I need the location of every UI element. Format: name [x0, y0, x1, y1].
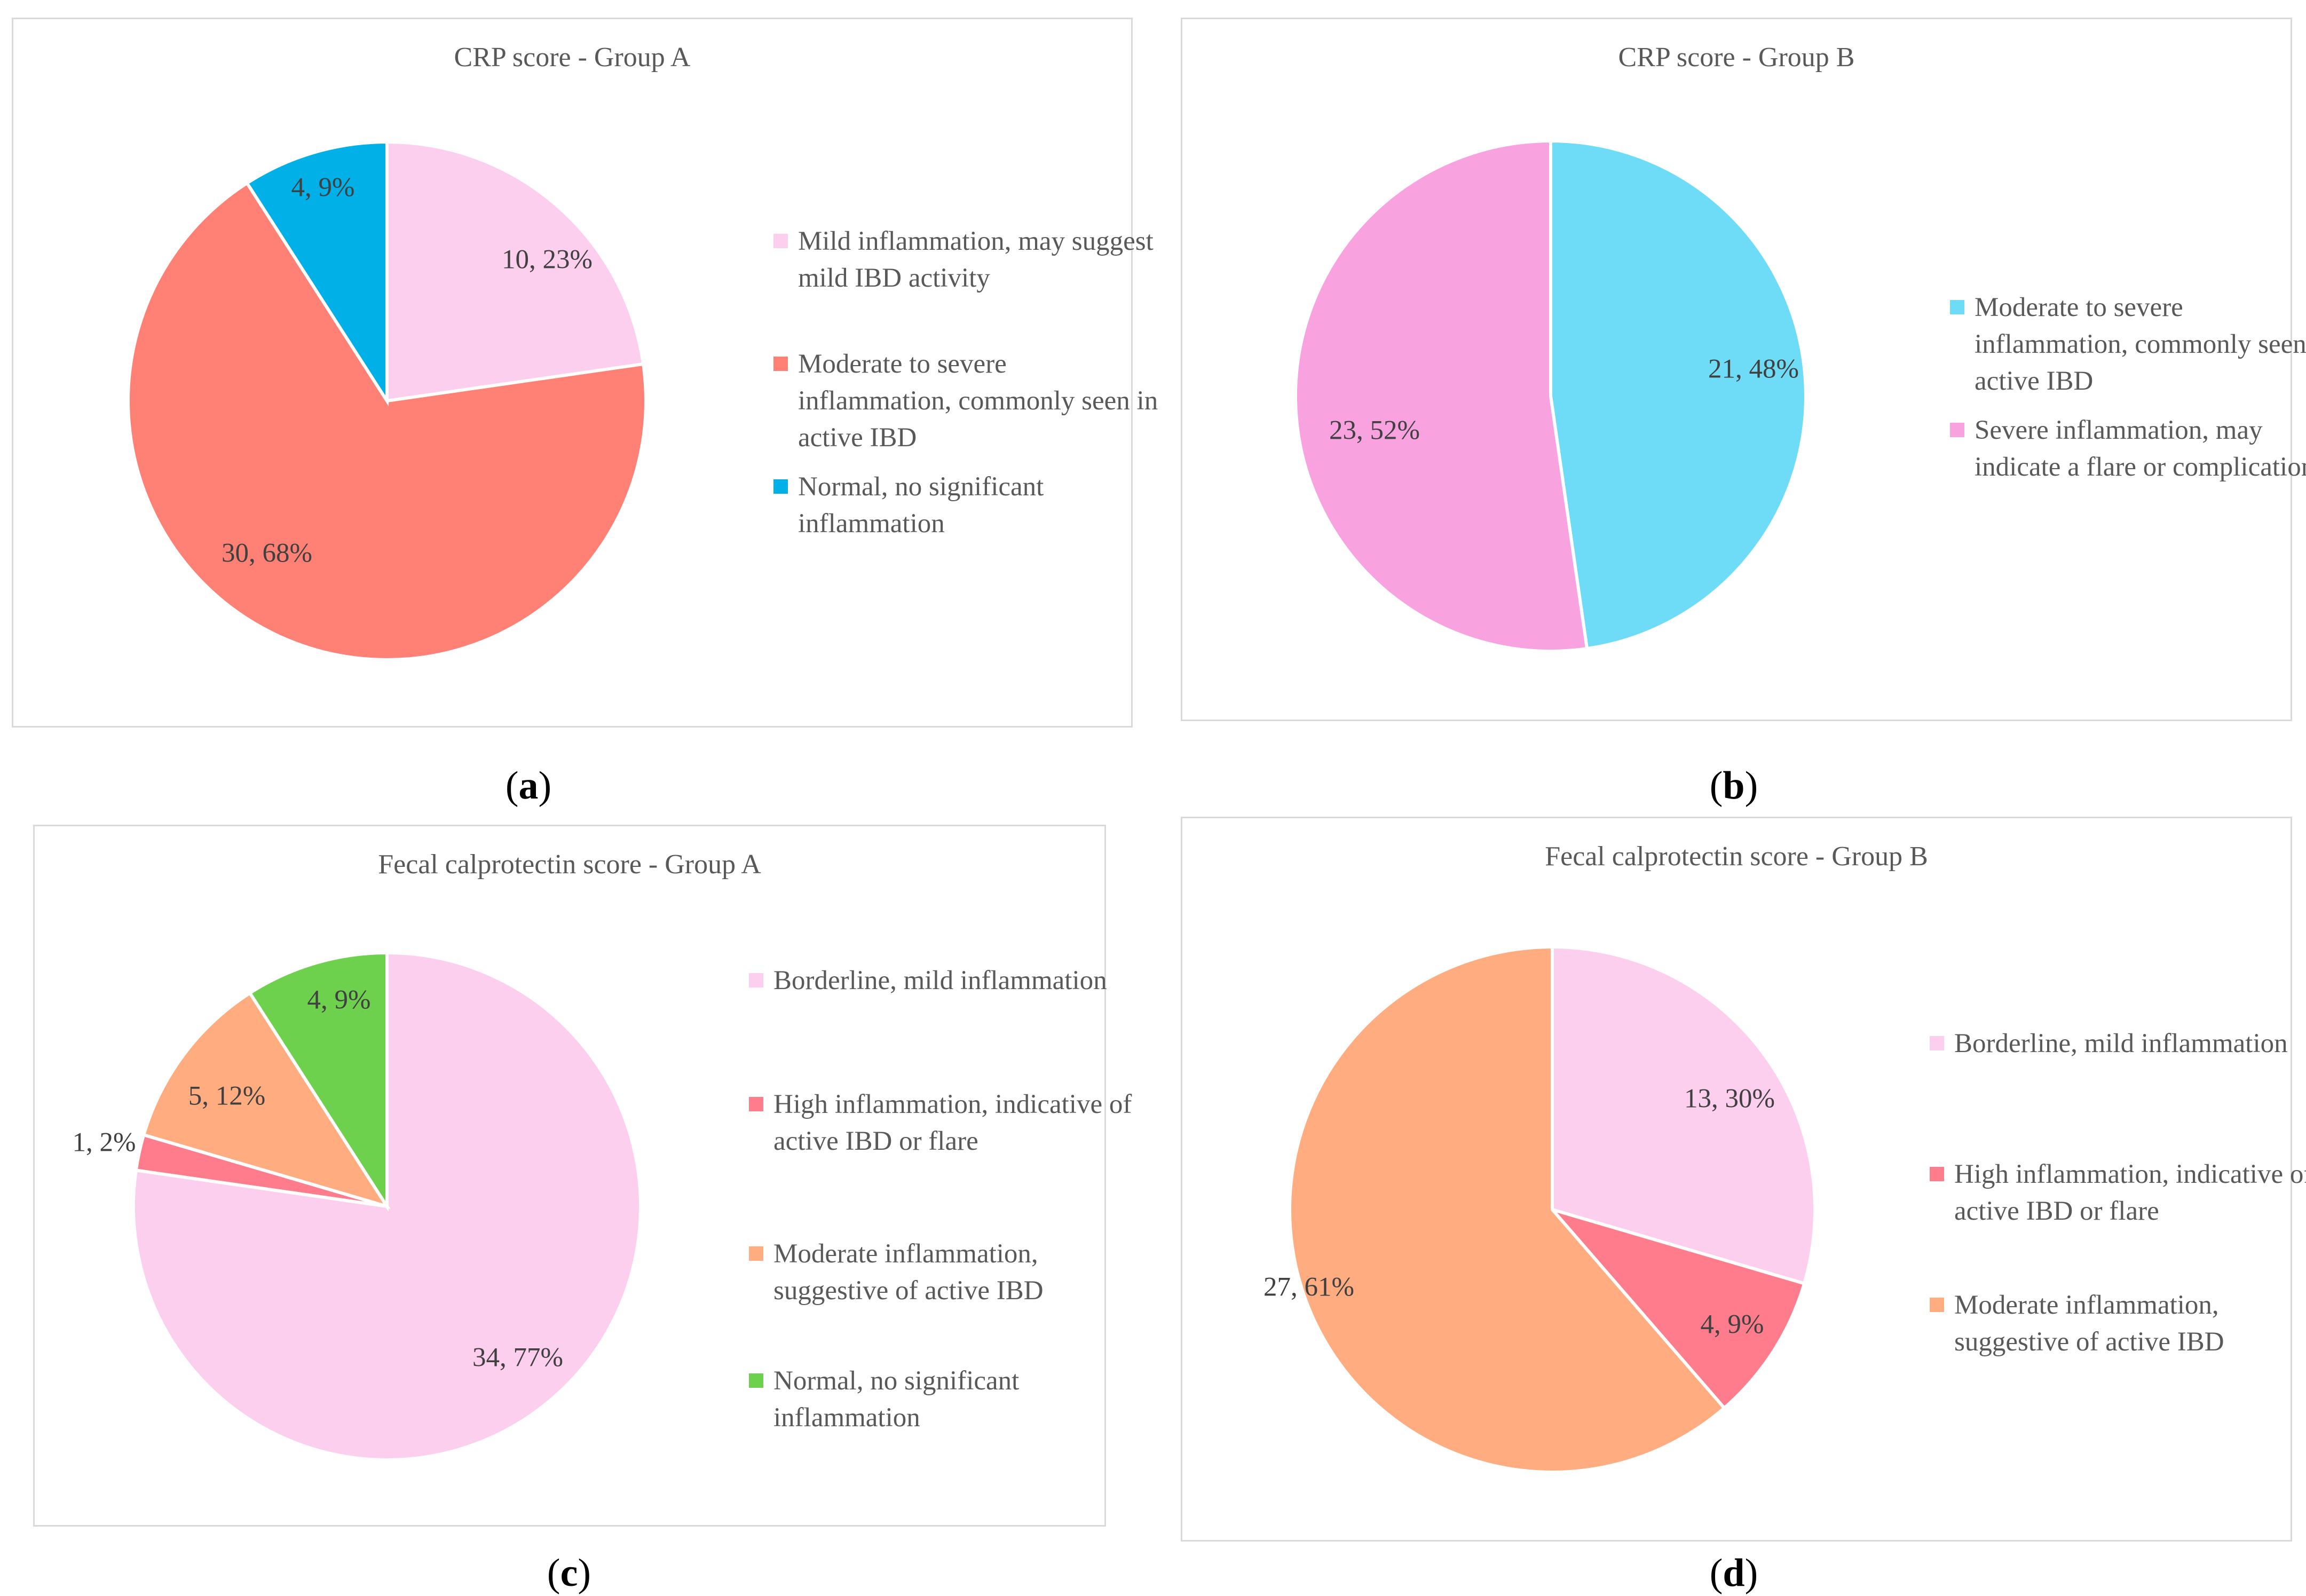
chart-title-a: CRP score - Group A [454, 42, 691, 73]
legend-swatch [749, 973, 763, 987]
legend-label: Borderline, mild inflammation [773, 966, 1107, 995]
legend-swatch [749, 1097, 763, 1111]
legend-label: Normal, no significant inflammation [773, 1366, 1020, 1433]
pie-data-label: 23, 52% [1329, 416, 1420, 446]
pie-slice [1288, 945, 1727, 1474]
pie-chart-b: 21, 48% 23, 52% [1294, 139, 1807, 653]
legend-label: Moderate to severe inflammation, commonl… [798, 349, 1158, 453]
pie-slice [1551, 945, 1817, 1286]
pie-data-label: 30, 68% [222, 539, 312, 568]
chart-panel-c: Fecal calprotectin score - Group A 34, 7… [33, 825, 1132, 1527]
chart-panel-d: Fecal calprotectin score - Group B 13, 3… [1181, 817, 2306, 1542]
legend-label: Moderate inflammation, suggestive of act… [773, 1239, 1044, 1306]
pie-slice [1549, 139, 1807, 651]
caption-c: (c) [547, 1551, 591, 1595]
chart-title-c: Fecal calprotectin score - Group A [378, 849, 761, 880]
legend-label: Moderate inflammation, suggestive of act… [1954, 1290, 2224, 1357]
pie-data-label: 34, 77% [472, 1343, 563, 1373]
legend-swatch [1930, 1167, 1944, 1181]
legend-swatch [1930, 1036, 1944, 1050]
caption-letter: b [1723, 764, 1745, 808]
pie-data-label: 4, 9% [1701, 1310, 1764, 1340]
legend-swatch [1930, 1298, 1944, 1312]
caption-letter: a [518, 764, 539, 808]
legend-swatch [749, 1246, 763, 1261]
pie-chart-d: 13, 30% 4, 9% 27, 61% [1263, 945, 1817, 1474]
pie-chart-a: 10, 23% 30, 68% 4, 9% [127, 140, 647, 661]
legend-label: High inflammation, indicative of active … [773, 1089, 1132, 1156]
pie-data-label: 4, 9% [291, 173, 355, 203]
pie-slice [248, 951, 389, 1212]
pie-slice [127, 180, 647, 661]
caption-letter: c [560, 1551, 578, 1595]
pie-data-label: 5, 12% [188, 1081, 265, 1111]
legend-label: Severe inflammation, may indicate a flar… [1975, 415, 2306, 482]
pie-slice [1547, 1206, 1806, 1411]
legend-label: Mild inflammation, may suggest mild IBD … [798, 226, 1154, 293]
legend-swatch [773, 357, 788, 371]
legend-swatch [749, 1373, 763, 1388]
pie-data-label: 21, 48% [1708, 354, 1799, 384]
legend-label: Borderline, mild inflammation [1954, 1029, 2288, 1058]
pie-slice [1294, 139, 1589, 653]
chart-title-b: CRP score - Group B [1618, 42, 1855, 73]
pie-slice [385, 140, 645, 403]
pie-data-label: 27, 61% [1263, 1273, 1354, 1302]
caption-a: (a) [505, 764, 552, 808]
legend-swatch [773, 479, 788, 494]
chart-panel-a: CRP score - Group A 10, 23% 30, 68% 4, 9% … [12, 18, 1158, 728]
pie-data-label: 10, 23% [502, 245, 593, 275]
legend-label: Moderate to severe inflammation, commonl… [1975, 293, 2306, 396]
chart-panel-b: CRP score - Group B 21, 48% 23, 52% Moder… [1181, 18, 2306, 721]
caption-letter: d [1723, 1551, 1745, 1595]
pie-data-label: 1, 2% [73, 1128, 136, 1158]
legend-swatch [1950, 423, 1964, 437]
legend-label: Normal, no significant inflammation [798, 472, 1044, 539]
pie-slice [244, 140, 389, 407]
legend-swatch [773, 234, 788, 248]
caption-d: (d) [1709, 1551, 1758, 1595]
pie-slice [141, 991, 391, 1210]
caption-b: (b) [1709, 764, 1758, 808]
chart-title-d: Fecal calprotectin score - Group B [1545, 841, 1928, 872]
pie-chart-c: 34, 77% 1, 2% 5, 12% 4, 9% [73, 951, 642, 1461]
legend-swatch [1950, 300, 1964, 314]
legend-label: High inflammation, indicative of active … [1954, 1159, 2306, 1226]
pie-data-label: 13, 30% [1684, 1084, 1775, 1114]
pie-data-label: 4, 9% [307, 985, 371, 1015]
